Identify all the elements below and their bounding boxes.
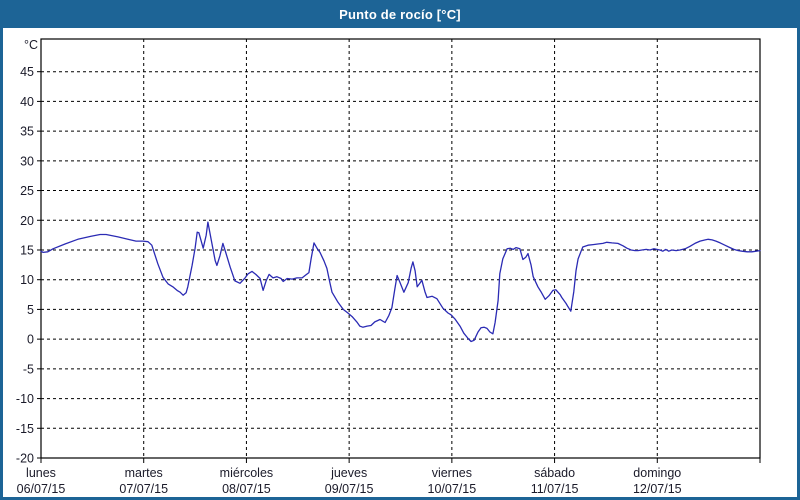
grid-lines	[41, 39, 760, 458]
chart-title: Punto de rocío [°C]	[339, 6, 461, 22]
x-weekday-label: sábado	[534, 466, 575, 480]
y-tick-label: 40	[20, 95, 34, 109]
x-weekday-label: martes	[125, 466, 163, 480]
x-date-label: 09/07/15	[325, 482, 374, 496]
y-tick-label: 20	[20, 214, 34, 228]
y-tick-label: -10	[16, 392, 34, 406]
y-tick-label: 25	[20, 184, 34, 198]
x-weekday-label: viernes	[432, 466, 472, 480]
x-date-label: 10/07/15	[428, 482, 477, 496]
x-weekday-label: jueves	[330, 466, 367, 480]
y-tick-label: 5	[27, 303, 34, 317]
x-date-label: 07/07/15	[119, 482, 168, 496]
dewpoint-series-line	[40, 221, 761, 343]
axis-ticks	[37, 71, 761, 463]
y-tick-label: -20	[16, 452, 34, 466]
x-weekday-label: domingo	[633, 466, 681, 480]
y-tick-label: 10	[20, 273, 34, 287]
y-axis-labels: 45 40 35 30 25 20 15 10 5 0 -5 -10 -15 -20 °C	[16, 38, 38, 466]
x-date-label: 12/07/15	[633, 482, 682, 496]
y-tick-label: 35	[20, 125, 34, 139]
x-axis-labels: lunes 06/07/15 martes 07/07/15 miércoles 08/0…	[17, 466, 682, 496]
x-weekday-label: miércoles	[220, 466, 274, 480]
y-tick-label: -15	[16, 422, 34, 436]
series	[40, 221, 761, 343]
y-tick-label: 30	[20, 154, 34, 168]
plot-frame	[40, 38, 761, 459]
y-axis-unit-label: °C	[24, 38, 38, 52]
x-date-label: 06/07/15	[17, 482, 66, 496]
y-tick-label: 45	[20, 65, 34, 79]
x-weekday-label: lunes	[26, 466, 56, 480]
plot-frame-group	[40, 38, 761, 459]
chart-titlebar: Punto de rocío [°C]	[0, 0, 800, 28]
x-date-label: 11/07/15	[531, 482, 579, 496]
y-tick-label: 0	[27, 333, 34, 347]
y-tick-label: 15	[20, 243, 34, 257]
x-date-label: 08/07/15	[222, 482, 271, 496]
y-tick-label: -5	[23, 362, 34, 376]
